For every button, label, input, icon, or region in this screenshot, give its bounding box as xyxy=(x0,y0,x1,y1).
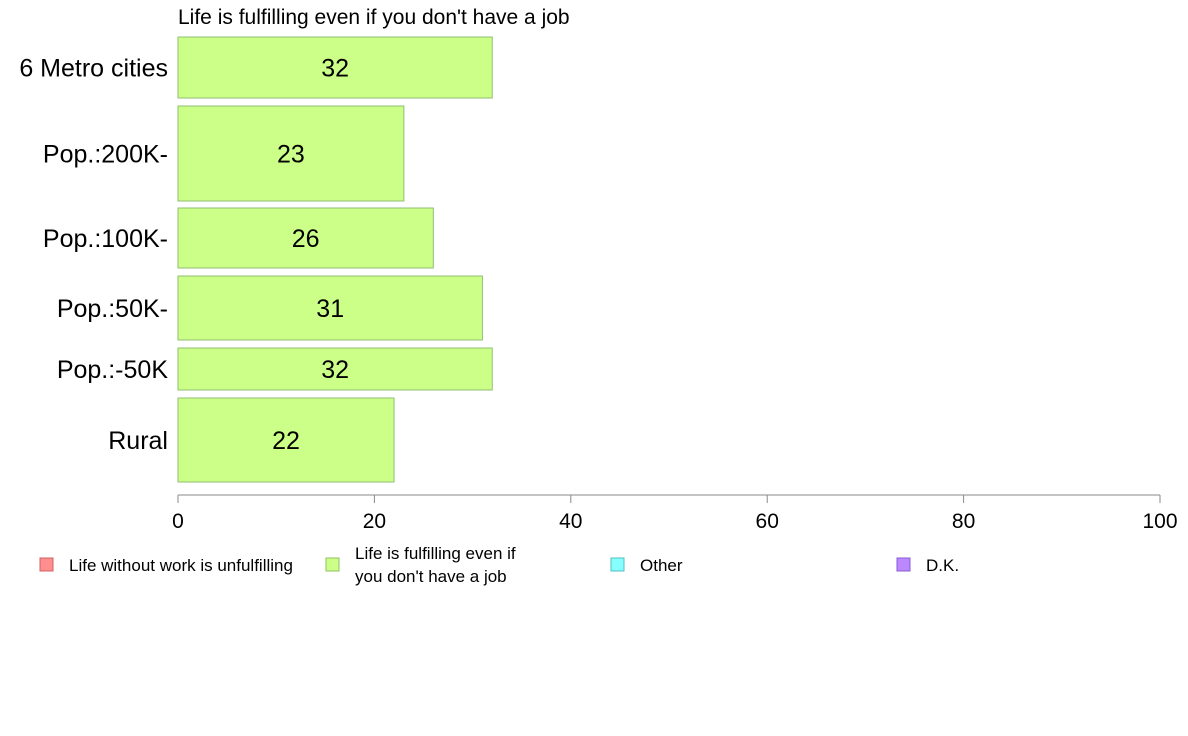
x-tick-label: 40 xyxy=(559,510,582,533)
x-axis: 0 20 40 60 80 100 xyxy=(172,494,1178,533)
legend-swatch xyxy=(610,557,625,572)
legend-label: you don't have a job xyxy=(355,567,507,586)
bar-value-label: 26 xyxy=(292,225,320,253)
bar-4 xyxy=(177,347,493,391)
bar-3 xyxy=(177,275,483,341)
bars-layer: 32 6 Metro cities 23 Pop.:200K- 26 Pop.:100K-… xyxy=(19,36,493,483)
category-label: Pop.:200K- xyxy=(43,141,168,169)
legend-label: Life without work is unfulfilling xyxy=(69,556,293,575)
legend-label: D.K. xyxy=(926,556,959,575)
x-tick-label: 100 xyxy=(1142,510,1177,533)
x-tick-label: 80 xyxy=(952,510,975,533)
bar-5 xyxy=(177,397,395,483)
bar-1 xyxy=(177,105,405,202)
bar-value-label: 32 xyxy=(321,55,349,83)
bar-0 xyxy=(177,36,493,99)
bar-value-label: 22 xyxy=(272,427,300,455)
legend-swatch xyxy=(896,557,911,572)
category-label: 6 Metro cities xyxy=(19,55,168,83)
legend-label: Life is fulfilling even if xyxy=(355,544,516,563)
x-tick-label: 20 xyxy=(363,510,386,533)
bar-value-label: 32 xyxy=(321,356,349,384)
category-label: Pop.:-50K xyxy=(57,356,169,384)
legend-swatch xyxy=(325,557,340,572)
bar-2 xyxy=(177,207,434,269)
x-tick-label: 60 xyxy=(756,510,779,533)
x-tick-label: 0 xyxy=(172,510,184,533)
chart-title: Life is fulfilling even if you don't hav… xyxy=(178,6,570,29)
bar-value-label: 23 xyxy=(277,141,305,169)
bar-value-label: 31 xyxy=(316,295,344,323)
legend: Life without work is unfulfilling Life is… xyxy=(39,544,959,586)
category-label: Pop.:100K- xyxy=(43,225,168,253)
legend-label: Other xyxy=(640,556,683,575)
category-label: Rural xyxy=(108,427,168,455)
legend-swatch xyxy=(39,557,54,572)
category-label: Pop.:50K- xyxy=(57,295,168,323)
